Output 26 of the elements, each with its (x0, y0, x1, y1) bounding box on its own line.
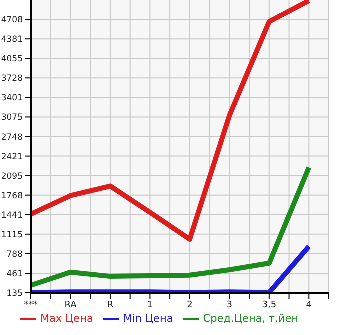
y-tick-label: 3401 (1, 94, 23, 104)
x-tick-label: 2 (187, 300, 193, 310)
x-tick-label: RA (64, 300, 78, 310)
x-tick-label: *** (24, 300, 38, 310)
y-tick-label: 2095 (1, 172, 23, 182)
y-tick-label: 2421 (1, 152, 23, 162)
y-tick-label: 1441 (1, 210, 23, 221)
y-tick-label: 788 (6, 250, 23, 260)
legend-label: Сред.Цена, т.йен (203, 312, 299, 325)
legend-label: Max Цена (40, 312, 94, 325)
y-tick-label: 4055 (1, 54, 23, 65)
x-tick-label: 3,5 (262, 300, 277, 310)
x-tick-label: 1 (147, 300, 154, 310)
x-tick-label: 3 (226, 300, 233, 310)
y-tick-label: 4381 (1, 35, 23, 46)
y-tick-label: 4708 (1, 16, 23, 26)
legend-label: Min Цена (123, 312, 174, 325)
y-tick-label: 135 (6, 289, 23, 300)
y-tick-label: 1115 (1, 230, 23, 240)
y-tick-label: 3075 (1, 113, 23, 124)
y-tick-label: 3728 (1, 74, 23, 84)
y-tick-label: 1768 (1, 191, 23, 202)
x-tick-label: R (107, 300, 114, 310)
x-tick-label: 4 (306, 300, 312, 310)
y-tick-label: 461 (6, 270, 23, 280)
y-tick-label: 2748 (1, 132, 23, 143)
